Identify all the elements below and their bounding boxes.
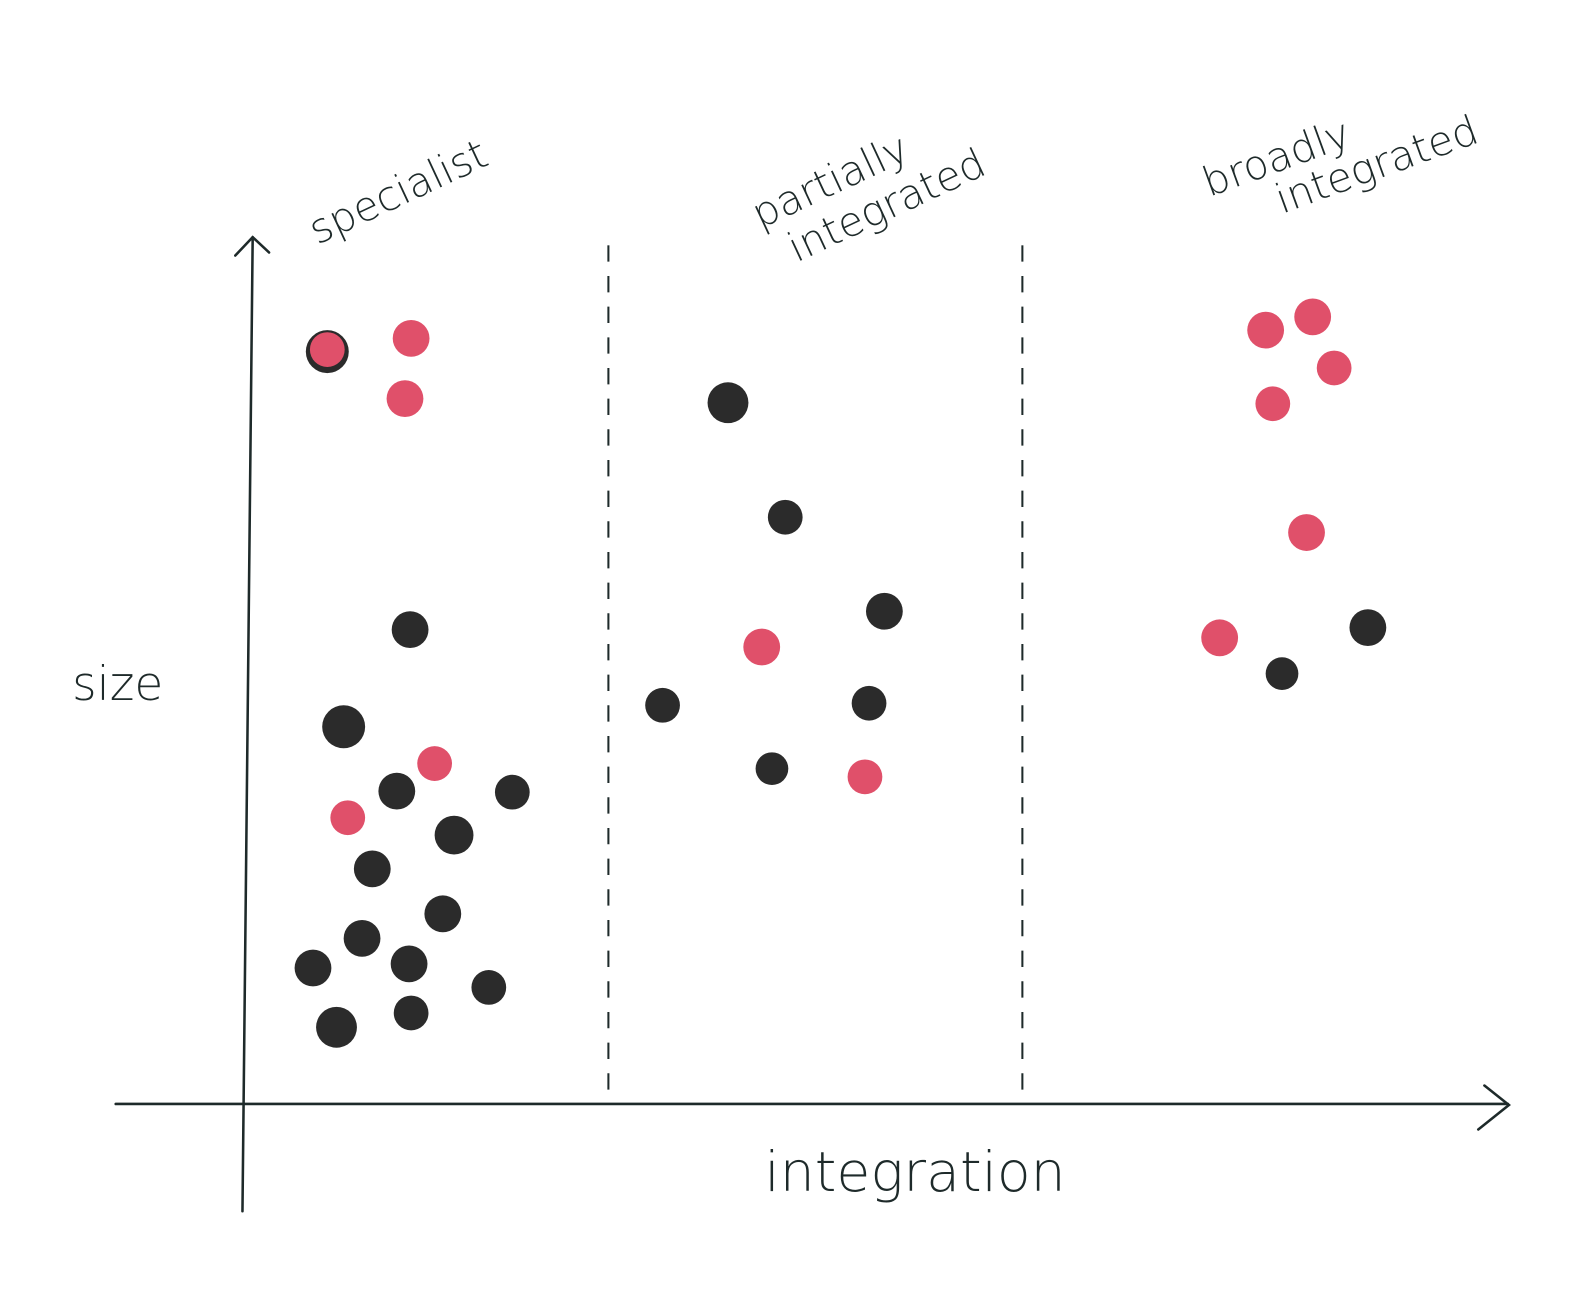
dot xyxy=(391,611,429,649)
dot xyxy=(851,685,887,721)
dot xyxy=(417,746,453,781)
dot xyxy=(1255,386,1291,422)
dot xyxy=(1294,298,1332,336)
dot xyxy=(294,949,332,987)
dot xyxy=(434,815,474,855)
dot xyxy=(1265,657,1299,690)
dot xyxy=(392,319,430,357)
zone-label: partially integrated xyxy=(744,124,993,272)
dot xyxy=(343,919,381,957)
dot xyxy=(767,499,803,535)
dot xyxy=(1288,514,1325,551)
dot xyxy=(645,687,680,723)
dots xyxy=(294,298,1387,1048)
dot xyxy=(330,800,366,836)
zone-label: broadly integrated xyxy=(1196,106,1485,224)
y-axis-label: size xyxy=(72,657,163,712)
dot xyxy=(865,592,903,630)
y-axis xyxy=(241,235,254,1213)
dot xyxy=(755,752,789,786)
dot xyxy=(471,970,507,1005)
dot xyxy=(393,995,429,1031)
zone-label: specialist xyxy=(301,130,495,254)
dot xyxy=(378,772,416,810)
dot xyxy=(309,332,345,367)
dot xyxy=(1247,311,1285,349)
x-axis-label: integration xyxy=(764,1141,1065,1205)
dot xyxy=(743,628,781,666)
dot xyxy=(322,705,366,749)
dot xyxy=(390,945,428,983)
x-arrow xyxy=(1476,1084,1511,1131)
dot xyxy=(1349,609,1387,647)
dot xyxy=(1316,350,1352,386)
dot xyxy=(847,759,883,795)
dot xyxy=(386,380,424,418)
dot xyxy=(1201,619,1239,657)
dot xyxy=(707,382,749,424)
dot xyxy=(494,774,530,810)
y-arrow xyxy=(234,235,271,257)
dot xyxy=(353,850,391,888)
dot xyxy=(424,895,462,933)
dot xyxy=(316,1006,357,1048)
